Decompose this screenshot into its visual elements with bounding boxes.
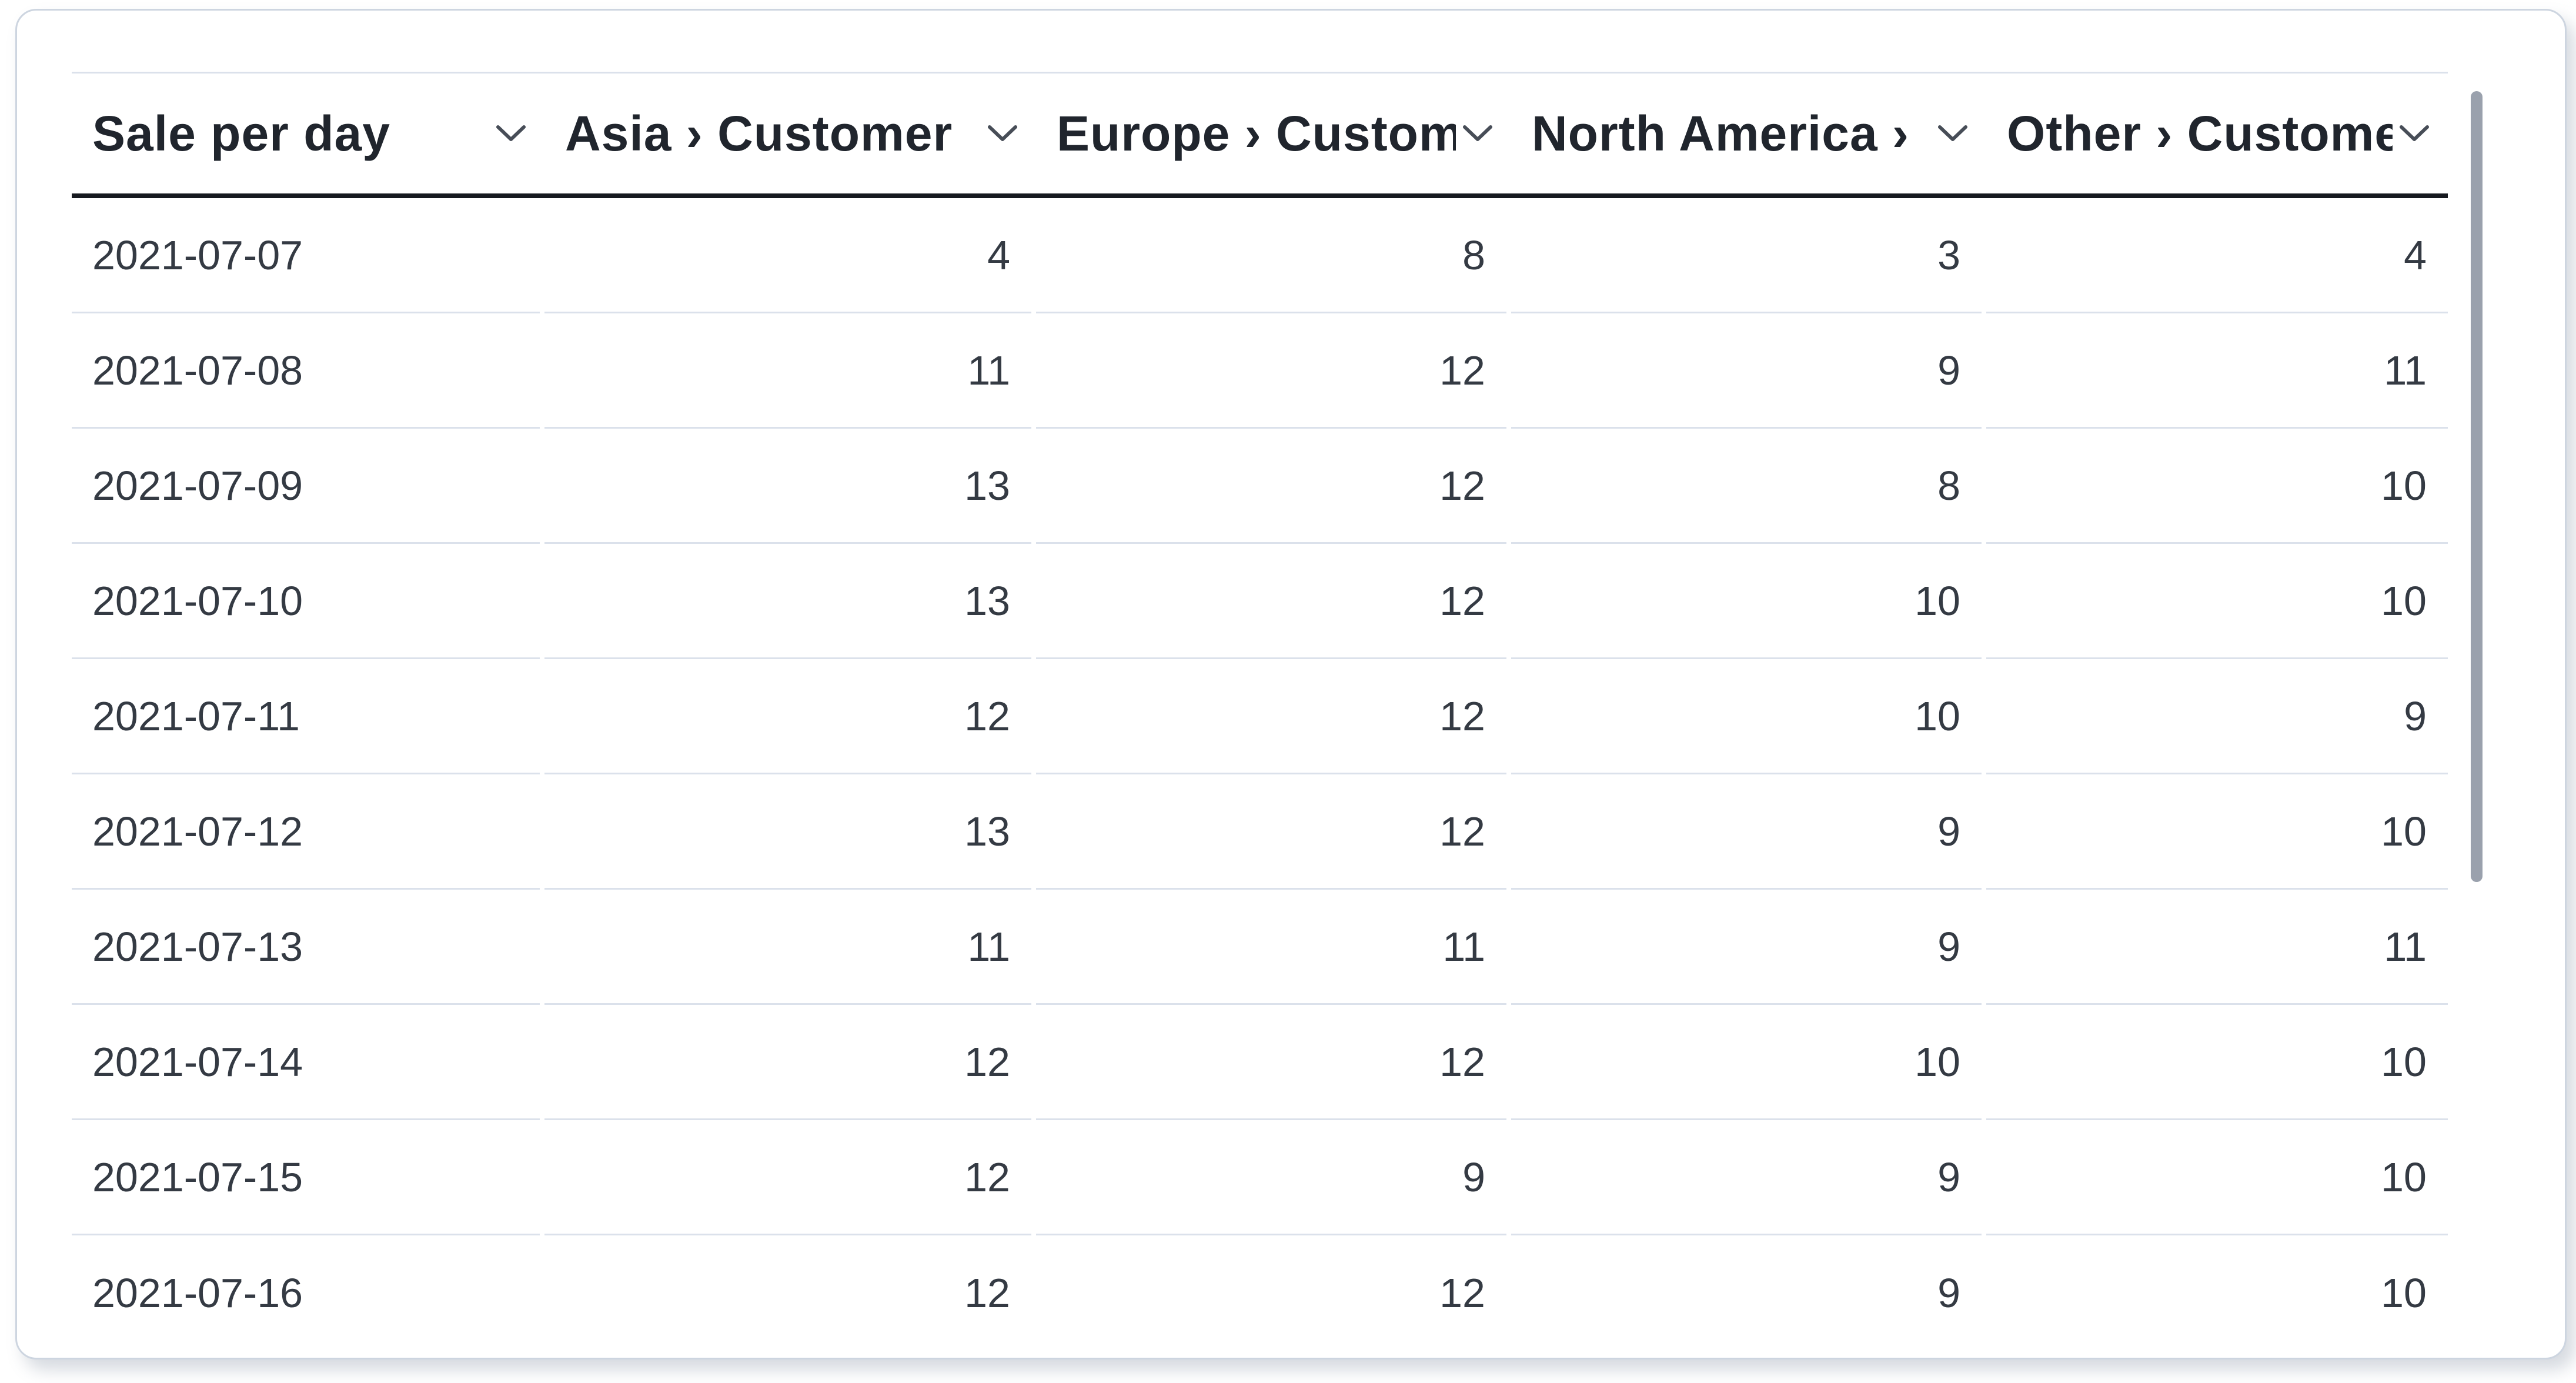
value-cell[interactable]: 10 <box>1511 544 1982 659</box>
value-cell[interactable]: 8 <box>1036 198 1506 313</box>
date-cell[interactable]: 2021-07-13 <box>72 890 540 1005</box>
column-header-sale-per-day[interactable]: Sale per day <box>72 74 544 193</box>
table-row: 2021-07-13 11 11 9 11 <box>72 890 2448 1005</box>
value-cell[interactable]: 13 <box>544 774 1031 890</box>
value-cell[interactable]: 12 <box>964 1270 1010 1316</box>
value-cell[interactable]: 12 <box>544 1120 1031 1235</box>
chevron-down-icon[interactable] <box>987 124 1018 143</box>
value-cell[interactable]: 4 <box>1986 198 2448 313</box>
value-cell[interactable]: 10 <box>1986 1120 2448 1235</box>
value-cell[interactable]: 11 <box>544 890 1031 1005</box>
column-header-label: Other › Custome <box>2007 105 2393 161</box>
table-row: 2021-07-16 12 12 9 10 <box>72 1235 2448 1351</box>
value-cell[interactable]: 12 <box>1036 659 1506 774</box>
table-row: 2021-07-15 12 9 9 10 <box>72 1120 2448 1235</box>
date-cell[interactable]: 2021-07-16 <box>92 1270 303 1316</box>
data-table: Sale per day Asia › Customer Europe › Cu… <box>72 72 2448 1351</box>
value-cell[interactable]: 12 <box>544 659 1031 774</box>
value-cell[interactable]: 10 <box>1511 659 1982 774</box>
chevron-down-icon[interactable] <box>495 124 527 143</box>
table-row: 2021-07-09 13 12 8 10 <box>72 429 2448 544</box>
column-header-label: North America › <box>1532 105 1910 161</box>
column-header-north-america-customers[interactable]: North America › <box>1511 74 1986 193</box>
table-body: 2021-07-07 4 8 3 4 2021-07-08 11 12 9 11… <box>72 198 2448 1351</box>
column-header-other-customers[interactable]: Other › Custome <box>1986 74 2448 193</box>
date-cell[interactable]: 2021-07-14 <box>72 1005 540 1120</box>
value-cell[interactable]: 9 <box>1036 1120 1506 1235</box>
table-row: 2021-07-07 4 8 3 4 <box>72 198 2448 313</box>
value-cell[interactable]: 12 <box>1036 774 1506 890</box>
value-cell[interactable]: 10 <box>1986 429 2448 544</box>
value-cell[interactable]: 9 <box>1511 774 1982 890</box>
value-cell[interactable]: 11 <box>1036 890 1506 1005</box>
value-cell[interactable]: 11 <box>1986 890 2448 1005</box>
table-card: Sale per day Asia › Customer Europe › Cu… <box>15 9 2567 1359</box>
value-cell[interactable]: 10 <box>1986 774 2448 890</box>
column-header-label: Europe › Custom <box>1057 105 1456 161</box>
table-row: 2021-07-14 12 12 10 10 <box>72 1005 2448 1120</box>
chevron-down-icon[interactable] <box>1937 124 1969 143</box>
value-cell[interactable]: 12 <box>544 1005 1031 1120</box>
value-cell[interactable]: 12 <box>1036 544 1506 659</box>
date-cell[interactable]: 2021-07-08 <box>72 313 540 429</box>
column-header-label: Sale per day <box>92 105 390 161</box>
value-cell[interactable]: 4 <box>544 198 1031 313</box>
date-cell[interactable]: 2021-07-10 <box>72 544 540 659</box>
value-cell[interactable]: 8 <box>1511 429 1982 544</box>
value-cell[interactable]: 12 <box>1036 313 1506 429</box>
date-cell[interactable]: 2021-07-09 <box>72 429 540 544</box>
value-cell[interactable]: 12 <box>1036 1005 1506 1120</box>
value-cell[interactable]: 10 <box>2381 1270 2427 1316</box>
date-cell[interactable]: 2021-07-12 <box>72 774 540 890</box>
table-row: 2021-07-11 12 12 10 9 <box>72 659 2448 774</box>
value-cell[interactable]: 9 <box>1986 659 2448 774</box>
value-cell[interactable]: 10 <box>1986 544 2448 659</box>
value-cell[interactable]: 13 <box>544 429 1031 544</box>
value-cell[interactable]: 9 <box>1511 1120 1982 1235</box>
value-cell[interactable]: 9 <box>1937 1270 1960 1316</box>
value-cell[interactable]: 10 <box>1986 1005 2448 1120</box>
date-cell[interactable]: 2021-07-11 <box>72 659 540 774</box>
column-header-europe-customers[interactable]: Europe › Custom <box>1036 74 1511 193</box>
vertical-scrollbar-thumb[interactable] <box>2471 91 2483 882</box>
table-header-row: Sale per day Asia › Customer Europe › Cu… <box>72 72 2448 198</box>
table-row: 2021-07-10 13 12 10 10 <box>72 544 2448 659</box>
chevron-down-icon[interactable] <box>2398 124 2430 143</box>
value-cell[interactable]: 9 <box>1511 313 1982 429</box>
value-cell[interactable]: 3 <box>1511 198 1982 313</box>
value-cell[interactable]: 13 <box>544 544 1031 659</box>
value-cell[interactable]: 9 <box>1511 890 1982 1005</box>
value-cell[interactable]: 11 <box>1986 313 2448 429</box>
table-row: 2021-07-12 13 12 9 10 <box>72 774 2448 890</box>
value-cell[interactable]: 12 <box>1439 1270 1485 1316</box>
column-header-asia-customers[interactable]: Asia › Customer <box>544 74 1036 193</box>
value-cell[interactable]: 10 <box>1511 1005 1982 1120</box>
table-row: 2021-07-08 11 12 9 11 <box>72 313 2448 429</box>
date-cell[interactable]: 2021-07-07 <box>72 198 540 313</box>
chevron-down-icon[interactable] <box>1462 124 1494 143</box>
value-cell[interactable]: 11 <box>544 313 1031 429</box>
value-cell[interactable]: 12 <box>1036 429 1506 544</box>
column-header-label: Asia › Customer <box>565 105 953 161</box>
date-cell[interactable]: 2021-07-15 <box>72 1120 540 1235</box>
